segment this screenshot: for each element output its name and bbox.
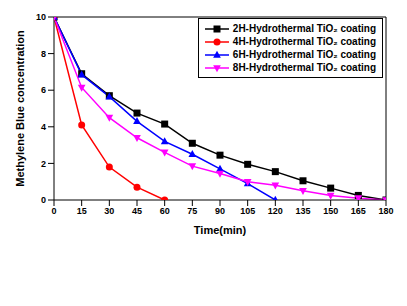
svg-text:75: 75 xyxy=(187,206,197,216)
html-text:6H-Hydrothermal TiO₂ coating: 6H-Hydrothermal TiO₂ coating xyxy=(232,49,376,60)
svg-text:120: 120 xyxy=(268,206,283,216)
html-text:4H-Hydrothermal TiO₂ coating: 4H-Hydrothermal TiO₂ coating xyxy=(232,36,376,47)
svg-text:10: 10 xyxy=(36,12,46,22)
svg-text:45: 45 xyxy=(132,206,142,216)
svg-text:8: 8 xyxy=(41,49,46,59)
svg-text:0: 0 xyxy=(41,195,46,205)
svg-text:15: 15 xyxy=(77,206,87,216)
svg-text:180: 180 xyxy=(378,206,393,216)
svg-text:6: 6 xyxy=(41,85,46,95)
svg-text:Time(min): Time(min) xyxy=(194,224,247,236)
svg-text:90: 90 xyxy=(215,206,225,216)
html-text:2H-Hydrothermal TiO₂ coating: 2H-Hydrothermal TiO₂ coating xyxy=(232,23,376,34)
svg-text:0: 0 xyxy=(51,206,56,216)
svg-text:60: 60 xyxy=(160,206,170,216)
svg-text:Methylene Blue concentration: Methylene Blue concentration xyxy=(14,30,26,187)
svg-text:4: 4 xyxy=(41,122,46,132)
svg-text:2: 2 xyxy=(41,159,46,169)
svg-text:150: 150 xyxy=(323,206,338,216)
html-text:8H-Hydrothermal TiO₂ coating: 8H-Hydrothermal TiO₂ coating xyxy=(232,62,376,73)
svg-text:165: 165 xyxy=(351,206,366,216)
svg-text:135: 135 xyxy=(295,206,310,216)
svg-text:30: 30 xyxy=(104,206,114,216)
svg-text:105: 105 xyxy=(240,206,255,216)
